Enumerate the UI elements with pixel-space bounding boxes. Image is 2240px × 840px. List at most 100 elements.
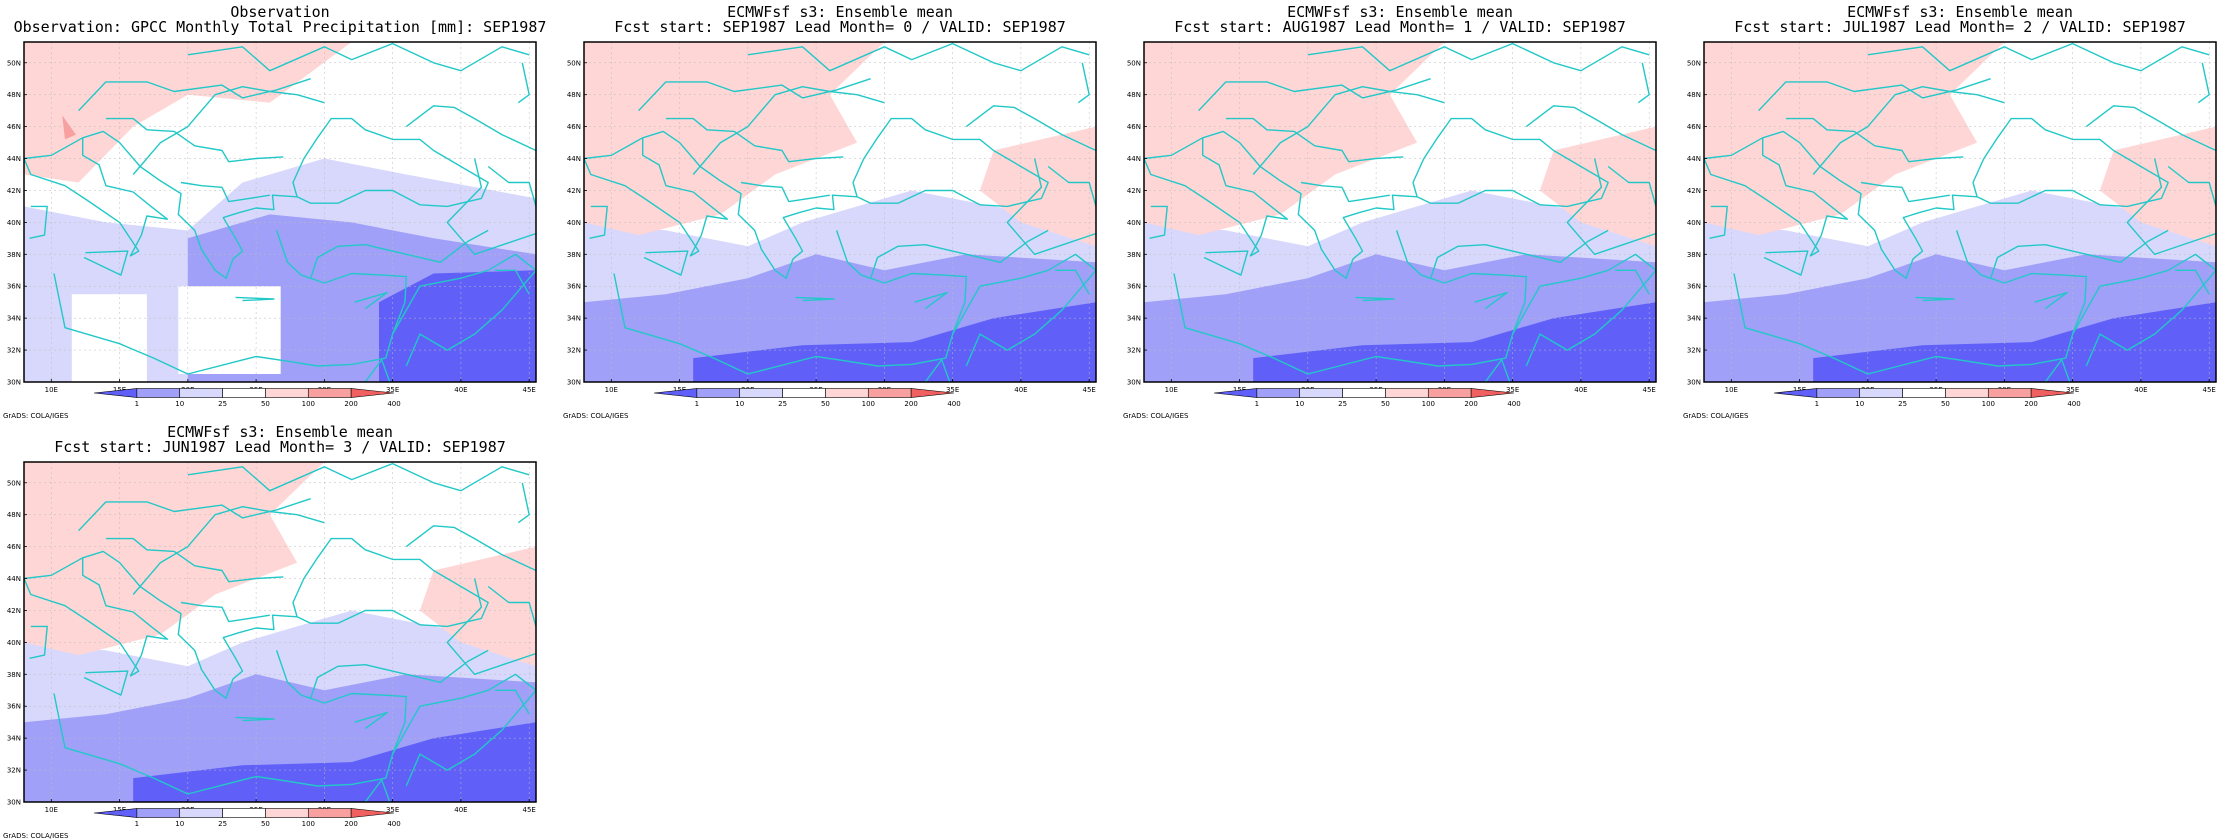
coastline	[584, 117, 1049, 279]
colorbar-tick-label: 10	[1295, 400, 1304, 408]
lat-tick-label: 46N	[1687, 123, 1701, 131]
colorbar-legend: 1 10 25 50 100 200 400	[1213, 388, 1521, 408]
coastline	[391, 253, 536, 367]
lat-tick-label: 40N	[7, 219, 21, 227]
map-frame	[1703, 41, 2217, 383]
lat-tick-label: 30N	[567, 379, 581, 387]
colorbar-bin	[696, 388, 741, 398]
coastline	[364, 779, 391, 802]
coastline	[1990, 229, 2169, 279]
colorbar-tick-label: 400	[387, 400, 400, 408]
colorbar-bin	[1987, 388, 2032, 398]
precip-shaded-region	[979, 126, 1096, 247]
lat-tick-label: 30N	[7, 799, 21, 807]
lon-tick-label: 10E	[1165, 386, 1178, 394]
colorbar-bin	[739, 388, 783, 398]
colorbar-bin	[136, 388, 181, 398]
coastline	[446, 158, 536, 256]
coastline	[1355, 296, 1395, 302]
lat-tick-label: 42N	[567, 187, 581, 195]
panel-title-line2: Observation: GPCC Monthly Total Precipit…	[13, 18, 547, 36]
coastline	[1812, 85, 2005, 175]
precip-map: 30N 32N 34N 36N 38N 40N 42N 44N 46N 48N 50N 10E 15E 2…	[1687, 41, 2217, 408]
map-field	[1144, 42, 1656, 382]
lon-tick-label: 10E	[45, 386, 58, 394]
colorbar-bin	[1902, 388, 1946, 398]
coastline	[495, 269, 530, 295]
coastline	[1704, 117, 2169, 279]
lat-tick-label: 50N	[1687, 59, 1701, 67]
lat-tick-label: 46N	[567, 123, 581, 131]
coastline	[105, 537, 284, 583]
colorbar-bin	[1816, 388, 1861, 398]
coastline	[1915, 296, 1955, 302]
missing-data-block	[178, 286, 281, 375]
coastline	[310, 229, 489, 279]
lon-tick-label: 45E	[1643, 386, 1656, 394]
lat-tick-label: 50N	[7, 59, 21, 67]
colorbar-bin	[825, 388, 869, 398]
colorbar-tick-label: 10	[735, 400, 744, 408]
lat-tick-label: 42N	[1687, 187, 1701, 195]
coastline	[1203, 250, 1249, 276]
colorbar-tick-label: 10	[1855, 400, 1864, 408]
coastline	[795, 296, 835, 302]
colorbar-legend: 1 10 25 50 100 200 400	[93, 388, 401, 408]
map-frame	[1143, 41, 1657, 383]
precip-map: 30N 32N 34N 36N 38N 40N 42N 44N 46N 48N 50N 10E 15E 2…	[567, 41, 1097, 408]
precip-shaded-region	[584, 42, 885, 236]
panel-title-line2: Fcst start: AUG1987 Lead Month= 1 / VALI…	[1174, 18, 1626, 36]
lon-tick-label: 15E	[113, 386, 126, 394]
coastline	[1637, 62, 1650, 104]
coastline	[2175, 269, 2210, 295]
lon-tick-label: 45E	[2203, 386, 2216, 394]
coastline	[495, 689, 530, 715]
missing-data-block	[71, 294, 147, 382]
lat-tick-label: 42N	[7, 607, 21, 615]
map-gridlines	[24, 42, 536, 382]
coastline	[53, 230, 407, 375]
coastline	[584, 137, 729, 257]
coastline	[405, 525, 536, 572]
precip-map: 30N 32N 34N 36N 38N 40N 42N 44N 46N 48N 50N 10E 15E 2…	[1127, 41, 1657, 408]
lon-tick-label: 40E	[1014, 386, 1027, 394]
colorbar-tick-label: 25	[778, 400, 787, 408]
lat-tick-label: 34N	[7, 735, 21, 743]
colorbar-tick-label: 400	[2067, 400, 2080, 408]
coastline	[354, 711, 388, 730]
lon-tick-label: 15E	[113, 806, 126, 814]
coastlines	[584, 42, 1096, 382]
colorbar-bin	[1427, 388, 1472, 398]
lat-tick-label: 40N	[567, 219, 581, 227]
coastline	[1704, 137, 1849, 257]
coastline	[132, 85, 325, 175]
coastline	[180, 601, 270, 623]
coastline	[2085, 105, 2216, 152]
coastline	[951, 253, 1096, 367]
panel-title-line1: ECMWFsf s3: Ensemble mean	[1847, 3, 2073, 21]
lat-tick-label: 50N	[7, 479, 21, 487]
precip-shaded-region	[24, 42, 352, 183]
grads-credit: GrADS: COLA/IGES	[1683, 412, 1749, 420]
lat-tick-label: 32N	[1687, 347, 1701, 355]
colorbar-tick-label: 50	[821, 400, 830, 408]
coastline	[405, 105, 536, 152]
lat-tick-label: 40N	[7, 639, 21, 647]
lon-tick-label: 10E	[45, 806, 58, 814]
coastline	[1525, 105, 1656, 152]
lon-tick-label: 45E	[1083, 386, 1096, 394]
coastline	[1144, 137, 1289, 257]
panel-title-line1: ECMWFsf s3: Ensemble mean	[727, 3, 953, 21]
map-frame	[23, 41, 537, 383]
lon-tick-label: 40E	[454, 386, 467, 394]
lat-tick-label: 34N	[7, 315, 21, 323]
coastline	[235, 296, 275, 302]
colorbar-legend: 1 10 25 50 100 200 400	[1773, 388, 2081, 408]
precip-shaded-region	[1539, 126, 1656, 247]
colorbar-tick-label: 100	[1422, 400, 1435, 408]
coastline	[83, 250, 129, 276]
colorbar-tick-label: 1	[135, 820, 139, 828]
coastline	[747, 42, 1090, 72]
colorbar-tick-label: 1	[135, 400, 139, 408]
coastline	[29, 205, 48, 239]
